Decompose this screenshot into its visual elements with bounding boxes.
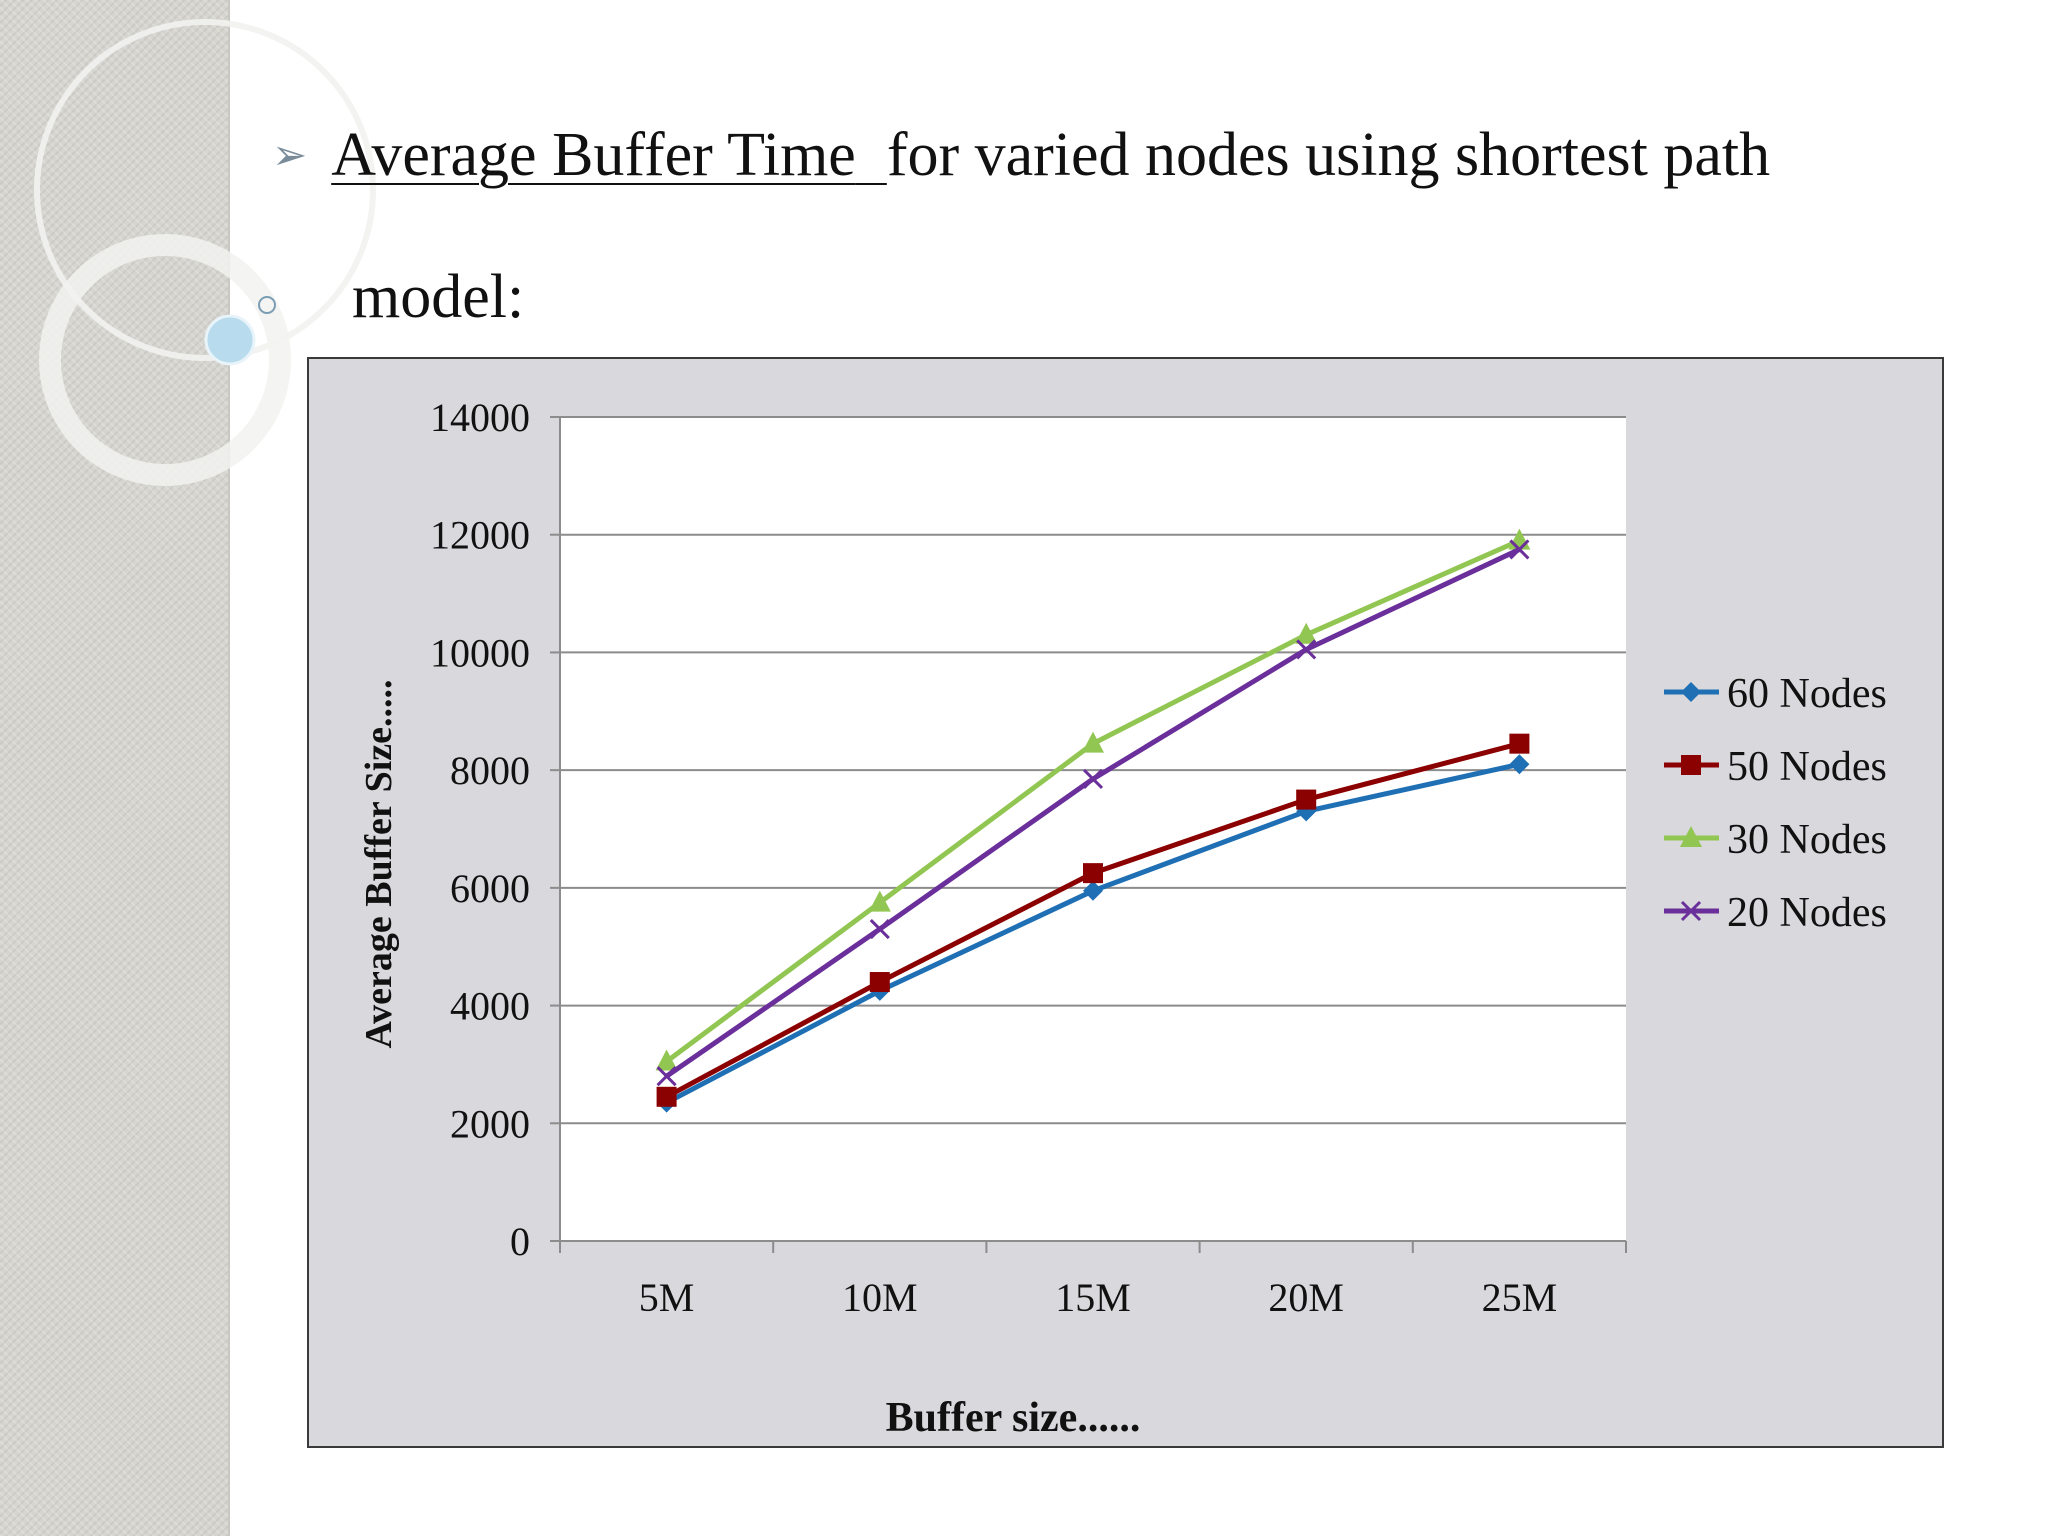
legend-marker bbox=[1680, 900, 1702, 922]
y-tick-label: 14000 bbox=[430, 395, 530, 440]
legend-label: 50 Nodes bbox=[1727, 744, 1887, 790]
data-point bbox=[1082, 731, 1104, 753]
data-point bbox=[1509, 754, 1530, 775]
data-point bbox=[1296, 789, 1317, 810]
slide-title: ➢ Average Buffer Time for varied nodes usi… bbox=[272, 118, 1992, 192]
title-rest: for varied nodes using shortest path bbox=[886, 121, 1771, 189]
y-tick-label: 2000 bbox=[450, 1101, 530, 1146]
data-point bbox=[869, 972, 890, 993]
x-tick-label: 15M bbox=[1055, 1275, 1131, 1320]
data-point bbox=[1295, 622, 1318, 644]
data-point bbox=[869, 918, 890, 940]
y-tick-label: 10000 bbox=[430, 630, 530, 675]
data-point bbox=[1082, 768, 1104, 790]
x-tick-label: 10M bbox=[842, 1275, 918, 1320]
data-point bbox=[868, 890, 891, 912]
data-point bbox=[1509, 539, 1530, 560]
y-axis-title: Average Buffer Size..... bbox=[358, 680, 400, 1049]
data-point bbox=[1509, 733, 1530, 754]
data-point bbox=[1083, 863, 1103, 884]
x-tick-label: 20M bbox=[1268, 1275, 1344, 1320]
decorative-side-strip bbox=[0, 0, 230, 1536]
data-point bbox=[1083, 880, 1103, 901]
legend-marker bbox=[1681, 755, 1701, 775]
legend-label: 30 Nodes bbox=[1727, 817, 1887, 863]
y-tick-label: 6000 bbox=[450, 866, 530, 911]
legend-marker bbox=[1680, 826, 1702, 847]
title-continuation: model: bbox=[352, 263, 525, 331]
y-tick-label: 8000 bbox=[450, 748, 530, 793]
legend-marker bbox=[1681, 682, 1701, 702]
y-tick-label: 12000 bbox=[430, 513, 530, 558]
chart-frame: 0 2000 4000 6000 8000 10000 12000 14000 5M 10M 15M… bbox=[307, 357, 1944, 1448]
data-point bbox=[656, 1086, 677, 1107]
circle-bullet-icon bbox=[258, 296, 276, 314]
title-underlined: Average Buffer Time bbox=[331, 121, 856, 189]
x-tick-label: 25M bbox=[1482, 1275, 1558, 1320]
plot-area bbox=[560, 417, 1626, 1241]
y-tick-label: 0 bbox=[510, 1219, 530, 1264]
line-chart: 0 2000 4000 6000 8000 10000 12000 14000 5M 10M 15M… bbox=[358, 395, 1887, 1441]
bullet-arrow-icon: ➢ bbox=[272, 133, 308, 179]
x-axis-title: Buffer size...... bbox=[886, 1395, 1141, 1441]
data-point bbox=[1296, 639, 1317, 660]
legend-label: 60 Nodes bbox=[1727, 671, 1887, 717]
y-tick-label: 4000 bbox=[450, 984, 530, 1029]
x-tick-label: 5M bbox=[639, 1275, 695, 1320]
data-point bbox=[655, 1049, 678, 1071]
legend-label: 20 Nodes bbox=[1727, 890, 1887, 936]
data-point bbox=[656, 1066, 677, 1087]
